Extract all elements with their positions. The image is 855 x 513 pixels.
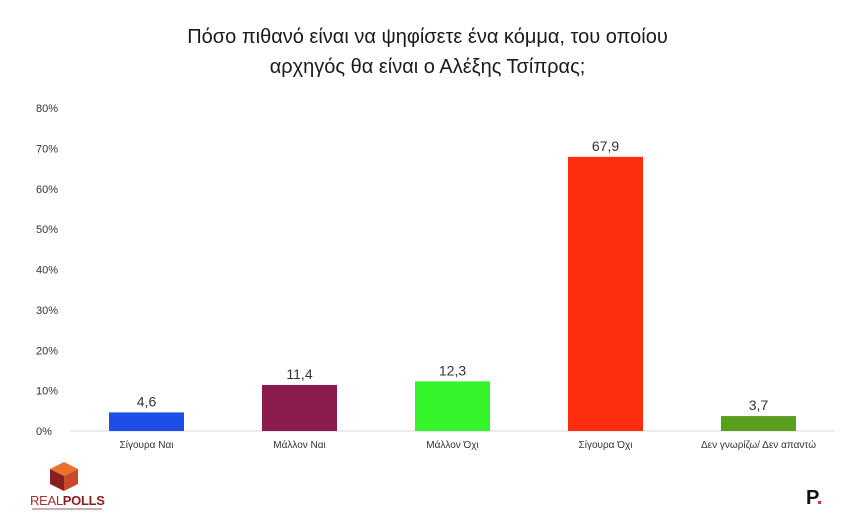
chart-title-line-1: Πόσο πιθανό είναι να ψηφίσετε ένα κόμμα,… xyxy=(187,26,668,48)
bar-value-label: 12,3 xyxy=(439,362,466,378)
x-tick-label: Μάλλον Όχι xyxy=(426,439,479,451)
bar xyxy=(568,156,643,431)
bar xyxy=(262,384,337,431)
bar-value-label: 11,4 xyxy=(286,366,312,382)
x-tick-label: Δεν γνωρίζω/ Δεν απαντώ xyxy=(701,439,816,451)
chart-title-line-2: αρχηγός θα είναι ο Αλέξης Τσίπρας; xyxy=(269,56,586,78)
x-tick-label: Σίγουρα Όχι xyxy=(579,439,633,451)
realpolls-logo: REALPOLLS xyxy=(26,460,116,512)
realpolls-wordmark: REALPOLLS xyxy=(30,493,105,508)
bar xyxy=(415,381,490,431)
y-tick-label: 30% xyxy=(36,305,58,317)
x-tick-label: Σίγουρα Ναι xyxy=(120,439,174,451)
y-tick-label: 0% xyxy=(36,426,52,438)
bar-value-label: 4,6 xyxy=(137,393,157,409)
y-tick-label: 40% xyxy=(36,265,58,277)
y-tick-label: 80% xyxy=(36,103,58,115)
realpolls-tagline-bar xyxy=(32,508,102,510)
publisher-logo: P. xyxy=(806,487,823,509)
x-tick-label: Μάλλον Ναι xyxy=(273,439,326,451)
cube-logo-icon xyxy=(50,462,78,491)
bar xyxy=(109,412,184,431)
bar-value-label: 67,9 xyxy=(592,138,619,154)
chart-title: Πόσο πιθανό είναι να ψηφίσετε ένα κόμμα,… xyxy=(0,22,855,82)
y-tick-label: 60% xyxy=(36,184,58,196)
bar xyxy=(721,416,796,431)
bar-value-label: 3,7 xyxy=(749,397,769,413)
y-tick-label: 20% xyxy=(36,345,58,357)
y-tick-label: 10% xyxy=(36,386,58,398)
y-tick-label: 50% xyxy=(36,224,58,236)
y-tick-label: 70% xyxy=(36,143,58,155)
